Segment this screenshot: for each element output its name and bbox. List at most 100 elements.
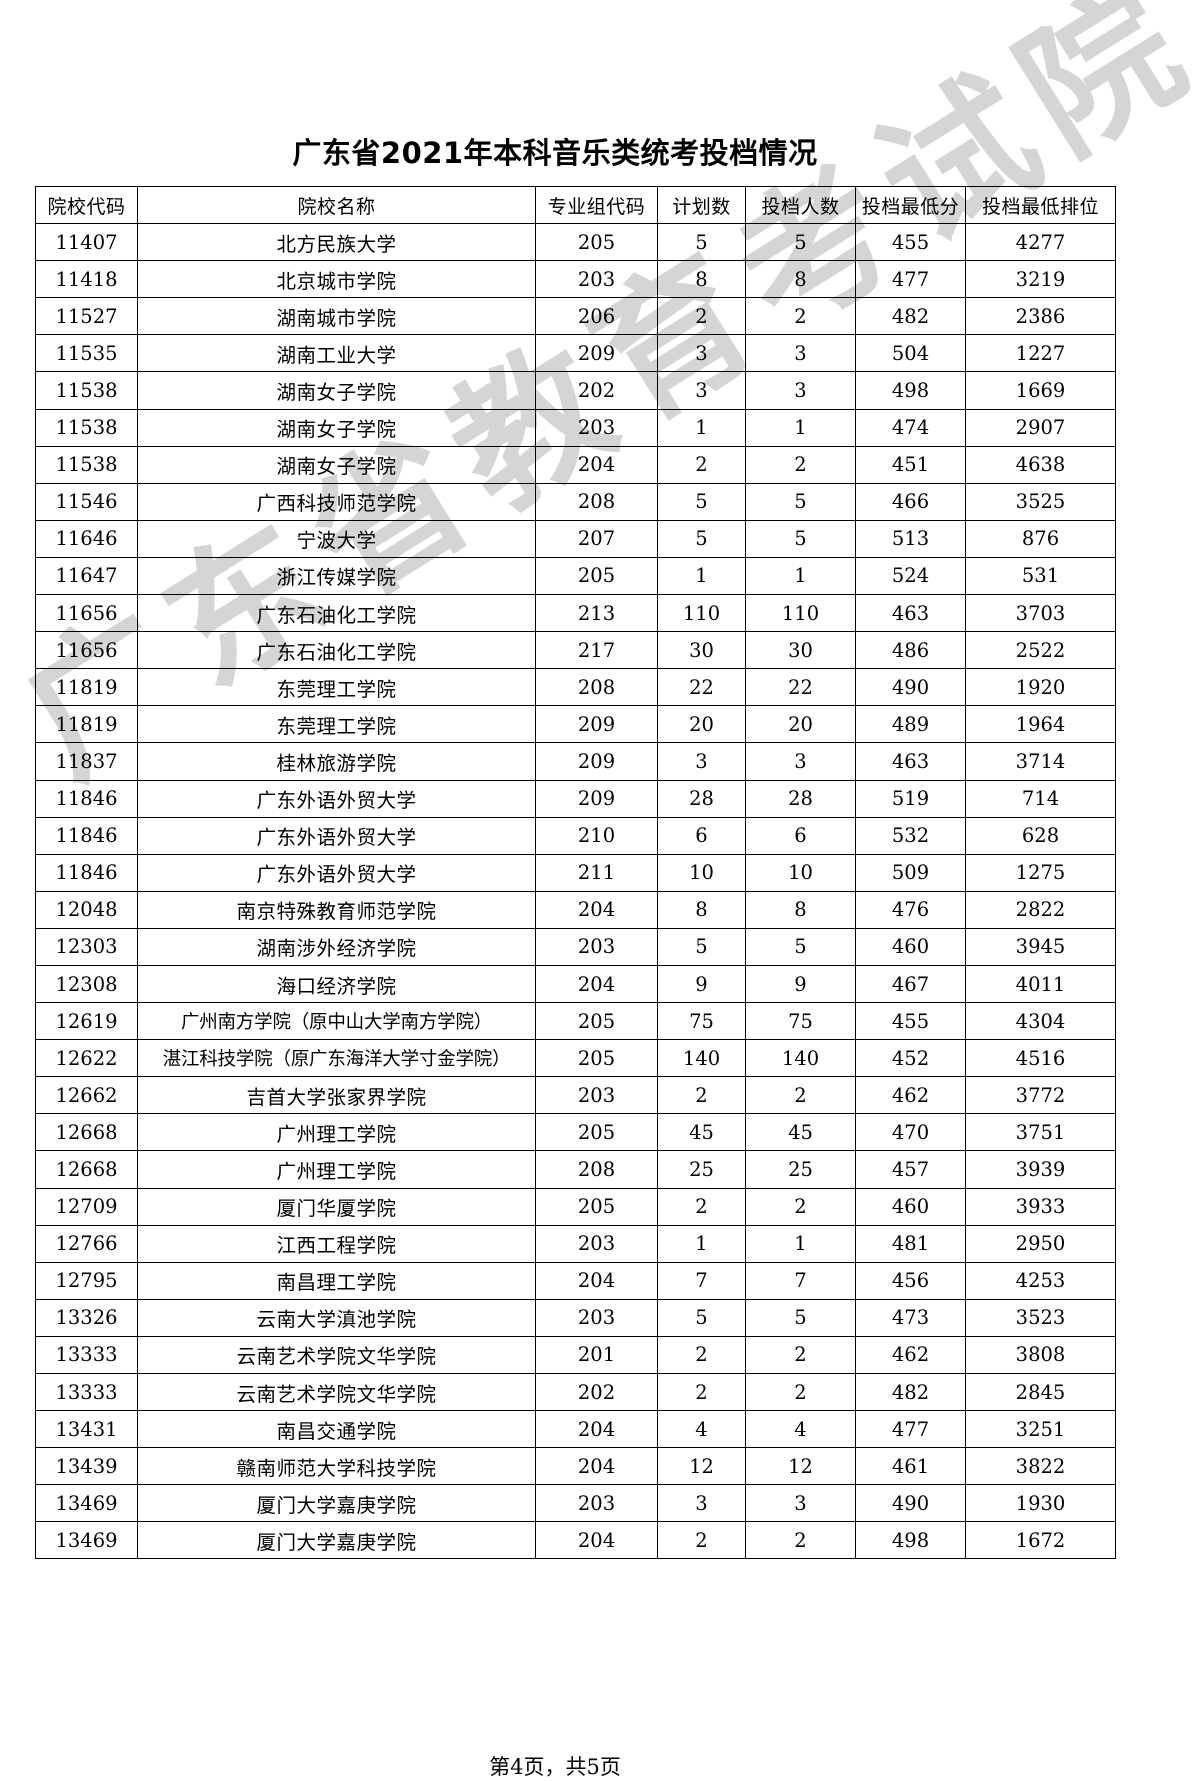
cell-school-code: 13333 [35, 1372, 138, 1412]
table-row: 11656 广东石油化工学院 217 30 30 486 2522 [35, 631, 1116, 670]
cell-admitted-count: 110 [745, 594, 856, 633]
cell-group-code: 204 [535, 445, 658, 484]
cell-min-rank: 3822 [965, 1447, 1116, 1486]
table-row: 12668 广州理工学院 208 25 25 457 3939 [35, 1150, 1116, 1189]
cell-plan-count: 3 [657, 1484, 746, 1523]
cell-group-code: 203 [535, 1484, 658, 1523]
cell-min-score: 455 [855, 223, 966, 262]
cell-min-score: 466 [855, 482, 966, 521]
cell-plan-count: 5 [657, 1298, 746, 1337]
cell-plan-count: 1 [657, 408, 746, 447]
cell-school-code: 11535 [35, 334, 138, 373]
cell-min-rank: 3772 [965, 1076, 1116, 1115]
cell-school-name: 广州理工学院 [137, 1150, 536, 1189]
cell-school-name: 南昌理工学院 [137, 1261, 536, 1300]
cell-admitted-count: 6 [745, 816, 856, 855]
cell-school-name: 厦门大学嘉庚学院 [137, 1521, 536, 1560]
table-body: 11407 北方民族大学 205 5 5 455 4277 11418 北京城市学院 203 8 8 4… [35, 223, 1116, 1560]
cell-plan-count: 3 [657, 371, 746, 410]
cell-school-name: 浙江传媒学院 [137, 556, 536, 596]
table-row: 11837 桂林旅游学院 209 3 3 463 3714 [35, 742, 1116, 781]
cell-school-code: 11846 [35, 853, 138, 892]
cell-school-code: 13439 [35, 1447, 138, 1486]
cell-group-code: 204 [535, 964, 658, 1004]
cell-min-score: 457 [855, 1150, 966, 1189]
cell-group-code: 201 [535, 1335, 658, 1375]
cell-admitted-count: 5 [745, 519, 856, 558]
admission-table: 院校代码 院校名称 专业组代码 计划数 投档人数 投档最低分 投档最低排位 11… [35, 185, 1116, 1560]
cell-school-code: 12619 [35, 1002, 138, 1041]
cell-school-code: 11656 [35, 594, 138, 633]
cell-school-code: 12662 [35, 1076, 138, 1115]
cell-plan-count: 140 [657, 1039, 746, 1078]
table-row: 11647 浙江传媒学院 205 1 1 524 531 [35, 556, 1116, 596]
cell-school-name: 广西科技师范学院 [137, 482, 536, 521]
cell-plan-count: 8 [657, 890, 746, 929]
cell-min-rank: 1920 [965, 668, 1116, 707]
cell-group-code: 209 [535, 334, 658, 373]
cell-plan-count: 5 [657, 223, 746, 262]
cell-group-code: 208 [535, 1150, 658, 1189]
cell-admitted-count: 1 [745, 556, 856, 596]
table-row: 11846 广东外语外贸大学 211 10 10 509 1275 [35, 853, 1116, 892]
cell-min-rank: 1275 [965, 853, 1116, 892]
cell-school-code: 13333 [35, 1335, 138, 1375]
table-row: 11846 广东外语外贸大学 209 28 28 519 714 [35, 779, 1116, 818]
cell-plan-count: 5 [657, 519, 746, 558]
cell-plan-count: 110 [657, 594, 746, 633]
cell-school-code: 12668 [35, 1113, 138, 1152]
cell-admitted-count: 25 [745, 1150, 856, 1189]
cell-min-score: 524 [855, 556, 966, 596]
cell-group-code: 204 [535, 1521, 658, 1560]
cell-min-rank: 1672 [965, 1521, 1116, 1560]
cell-group-code: 213 [535, 594, 658, 633]
cell-min-score: 481 [855, 1224, 966, 1263]
cell-min-score: 467 [855, 964, 966, 1004]
cell-admitted-count: 8 [745, 890, 856, 929]
cell-school-code: 12303 [35, 927, 138, 966]
cell-plan-count: 75 [657, 1002, 746, 1041]
cell-admitted-count: 45 [745, 1113, 856, 1152]
cell-school-code: 11538 [35, 445, 138, 484]
cell-group-code: 209 [535, 742, 658, 781]
cell-school-code: 12668 [35, 1150, 138, 1189]
cell-school-code: 13469 [35, 1521, 138, 1560]
cell-min-score: 489 [855, 705, 966, 744]
cell-group-code: 211 [535, 853, 658, 892]
table-row: 11535 湖南工业大学 209 3 3 504 1227 [35, 334, 1116, 373]
cell-school-name: 桂林旅游学院 [137, 742, 536, 781]
cell-school-code: 12766 [35, 1224, 138, 1263]
cell-plan-count: 10 [657, 853, 746, 892]
cell-min-score: 490 [855, 1484, 966, 1523]
column-header-school-name: 院校名称 [137, 185, 536, 225]
cell-min-rank: 4011 [965, 964, 1116, 1004]
cell-min-score: 498 [855, 1521, 966, 1560]
cell-min-score: 452 [855, 1039, 966, 1078]
cell-group-code: 202 [535, 1372, 658, 1412]
cell-school-name: 云南艺术学院文华学院 [137, 1372, 536, 1412]
cell-min-score: 474 [855, 408, 966, 447]
cell-min-rank: 2907 [965, 408, 1116, 447]
table-row: 11407 北方民族大学 205 5 5 455 4277 [35, 223, 1116, 262]
cell-school-name: 湖南城市学院 [137, 297, 536, 336]
cell-min-rank: 3945 [965, 927, 1116, 966]
cell-group-code: 209 [535, 779, 658, 818]
cell-min-score: 513 [855, 519, 966, 558]
cell-admitted-count: 2 [745, 1521, 856, 1560]
cell-admitted-count: 1 [745, 1224, 856, 1263]
cell-admitted-count: 10 [745, 853, 856, 892]
cell-school-code: 11418 [35, 260, 138, 299]
cell-school-name: 东莞理工学院 [137, 668, 536, 707]
table-row: 12795 南昌理工学院 204 7 7 456 4253 [35, 1261, 1116, 1300]
cell-min-score: 532 [855, 816, 966, 855]
cell-group-code: 203 [535, 260, 658, 299]
cell-school-name: 云南大学滇池学院 [137, 1298, 536, 1337]
table-row: 11546 广西科技师范学院 208 5 5 466 3525 [35, 482, 1116, 521]
cell-min-score: 477 [855, 1410, 966, 1449]
cell-admitted-count: 1 [745, 408, 856, 447]
cell-group-code: 207 [535, 519, 658, 558]
cell-school-name: 广东石油化工学院 [137, 594, 536, 633]
cell-plan-count: 45 [657, 1113, 746, 1152]
cell-school-name: 湖南工业大学 [137, 334, 536, 373]
cell-group-code: 205 [535, 1113, 658, 1152]
